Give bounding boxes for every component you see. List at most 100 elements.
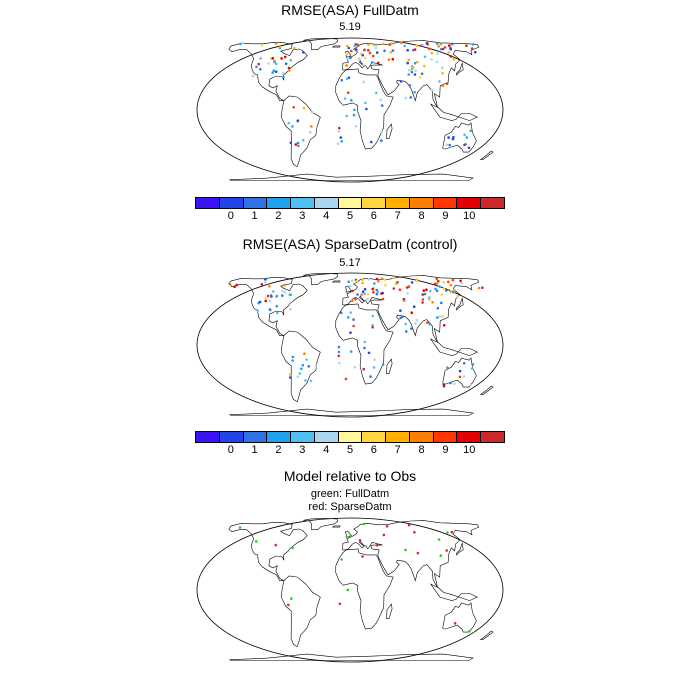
coastlines [228,38,494,181]
colorbar-tick-label: 0 [227,444,234,456]
station-marker [380,292,383,295]
colorbar-swatch [362,431,387,443]
coastline-indonesia [429,338,479,356]
station-marker [375,292,379,296]
station-marker [427,296,431,299]
station-marker [384,283,387,287]
station-marker [428,47,431,51]
station-marker [367,278,370,281]
station-marker [449,55,453,58]
station-marker [445,143,449,147]
colorbar-swatch [433,431,458,443]
station-marker [477,286,481,290]
station-marker [445,82,449,85]
station-marker [363,48,366,52]
colorbar-swatch [219,197,244,209]
coastline-south-america [280,575,321,648]
colorbar-tick-label: 1 [251,444,258,456]
colorbar-swatch [243,197,268,209]
panel3-legend-red: red: SparseDatm [308,501,392,513]
station-marker [439,554,443,557]
colorbar-swatch [267,431,292,443]
station-marker [362,80,365,84]
station-marker [371,314,374,318]
station-marker [470,367,474,370]
colorbar-swatch [481,431,505,443]
station-marker [256,309,259,312]
station-marker [379,98,383,101]
station-marker [410,311,414,314]
station-marker [352,113,356,117]
station-marker [404,96,407,100]
station-marker [336,142,340,145]
coastline-japan [456,297,464,311]
station-marker [381,297,385,301]
station-marker [458,375,462,379]
panel1-world-map [196,37,504,183]
station-marker [435,282,439,285]
station-marker [402,297,406,301]
colorbar-tick-label: 3 [299,444,306,456]
station-marker [345,114,348,118]
station-marker [375,91,378,95]
station-marker [275,304,279,308]
station-marker [348,285,352,288]
station-marker [391,57,395,61]
station-marker [345,44,349,48]
station-marker [436,52,439,55]
station-marker [399,80,403,83]
station-marker [449,47,452,51]
station-marker [469,129,473,133]
station-marker [391,49,395,52]
station-marker [264,297,268,300]
station-marker [404,548,407,552]
station-marker [375,277,379,281]
station-marker [311,110,314,114]
station-marker [268,299,272,303]
station-marker [436,306,440,310]
station-marker [449,290,453,293]
station-marker [271,71,274,74]
station-marker [410,281,414,284]
station-marker [314,364,318,368]
station-marker [460,281,464,285]
station-marker [422,289,426,292]
coastline-south-america [280,95,321,168]
coastline-indonesia [429,103,479,121]
station-marker [291,355,295,359]
station-marker [235,283,238,287]
station-marker [411,65,415,69]
station-marker [338,602,342,606]
station-marker [447,51,450,54]
station-marker [355,48,358,51]
station-marker [423,292,427,296]
station-marker [442,324,446,327]
station-marker [465,136,469,139]
colorbar-swatch [219,431,244,443]
coastline-eurasia [342,520,480,588]
colorbar-tick-label: 5 [346,444,354,456]
station-marker [446,366,449,369]
station-marker [274,543,278,547]
station-marker [233,285,236,288]
station-marker [367,351,371,355]
map-boundary [196,517,504,663]
station-marker [354,297,357,301]
coastline-britain [345,285,352,293]
station-marker [407,523,411,527]
station-marker [361,281,364,285]
station-marker [345,77,349,81]
station-marker [339,136,343,139]
station-marker [403,44,406,48]
station-marker [471,42,475,46]
coastlines [228,273,494,416]
coastline-madagascar [386,358,393,374]
station-marker [380,104,384,107]
coastline-iceland [331,525,341,528]
colorbar-swatch [195,197,220,209]
station-marker [305,358,308,361]
station-marker [377,280,380,283]
colorbar-swatch [314,431,339,443]
colorbar-swatch [457,431,482,443]
station-marker [340,311,343,315]
